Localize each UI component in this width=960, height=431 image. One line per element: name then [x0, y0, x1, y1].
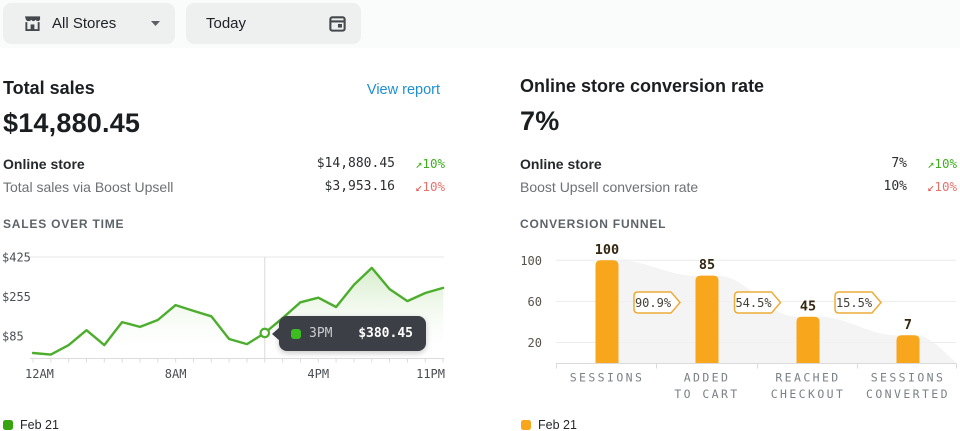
metric-change-up: ↗10%: [927, 156, 957, 171]
svg-text:11PM: 11PM: [416, 367, 445, 381]
date-selector-label: Today: [206, 15, 247, 32]
metric-row-boost-upsell: Boost Upsell conversion rate 10% ↙10%: [520, 175, 957, 198]
sales-metric-rows: Online store $14,880.45 ↗10% Total sales…: [3, 152, 445, 198]
topbar: All Stores Today: [0, 0, 960, 48]
conversion-metric-rows: Online store 7% ↗10% Boost Upsell conver…: [520, 152, 957, 198]
svg-text:85: 85: [699, 257, 715, 273]
metric-change-down: ↙10%: [415, 179, 445, 194]
svg-text:100: 100: [595, 243, 619, 258]
metric-row-boost-upsell: Total sales via Boost Upsell $3,953.16 ↙…: [3, 175, 445, 198]
tooltip-time: 3PM: [309, 326, 333, 341]
legend-label: Feb 21: [20, 418, 59, 431]
arrow-down-icon: ↙: [927, 180, 935, 194]
svg-text:60: 60: [528, 295, 542, 309]
funnel-legend: Feb 21: [521, 418, 577, 431]
metric-change-down: ↙10%: [927, 179, 957, 194]
metric-value: 7%: [891, 156, 907, 171]
metric-value: 10%: [883, 179, 907, 194]
metric-value: $3,953.16: [324, 179, 395, 194]
legend-label: Feb 21: [538, 418, 577, 431]
arrow-up-icon: ↗: [927, 157, 935, 171]
legend-swatch-green: [3, 420, 13, 430]
metric-label: Online store: [520, 155, 602, 172]
store-selector-label: All Stores: [52, 15, 117, 32]
arrow-up-icon: ↗: [415, 157, 423, 171]
svg-text:TO CART: TO CART: [674, 387, 739, 401]
svg-text:45: 45: [800, 298, 816, 314]
chart-tooltip: 3PM $380.45: [279, 316, 426, 351]
svg-text:100: 100: [520, 254, 542, 268]
svg-text:ADDED: ADDED: [684, 371, 731, 385]
store-selector[interactable]: All Stores: [3, 3, 175, 44]
svg-text:15.5%: 15.5%: [836, 296, 873, 310]
sales-panel-title: Total sales: [3, 78, 95, 98]
view-report-link[interactable]: View report: [366, 82, 440, 98]
svg-text:$85: $85: [2, 330, 24, 344]
storefront-icon: [23, 15, 42, 32]
tooltip-series-swatch: [291, 328, 301, 339]
sales-chart-title: SALES OVER TIME: [3, 217, 125, 231]
svg-text:90.9%: 90.9%: [635, 296, 672, 310]
metric-label: Total sales via Boost Upsell: [3, 178, 174, 195]
arrow-down-icon: ↙: [415, 180, 423, 194]
tooltip-value: $380.45: [358, 326, 413, 341]
svg-text:7: 7: [904, 317, 912, 333]
svg-text:54.5%: 54.5%: [735, 296, 772, 310]
svg-text:SESSIONS: SESSIONS: [871, 371, 946, 385]
metric-change-up: ↗10%: [415, 156, 445, 171]
conversion-funnel-chart[interactable]: 100 60 20 100 85 45 7 90.9% 54.5% 15.5% SESSIONS AD…: [510, 243, 960, 408]
metric-label: Online store: [3, 155, 85, 172]
sales-panel-header: Total sales View report: [3, 78, 440, 99]
metric-label: Boost Upsell conversion rate: [520, 178, 699, 195]
svg-text:4PM: 4PM: [307, 367, 329, 381]
calendar-icon: [328, 14, 347, 33]
sales-legend: Feb 21: [3, 418, 59, 431]
svg-text:20: 20: [528, 336, 542, 350]
conversion-rate-value: 7%: [520, 106, 560, 136]
conversion-panel-title: Online store conversion rate: [520, 76, 765, 96]
svg-text:SESSIONS: SESSIONS: [570, 371, 645, 385]
metric-row-online-store: Online store 7% ↗10%: [520, 152, 957, 175]
date-selector[interactable]: Today: [186, 3, 361, 44]
chevron-down-icon: [150, 20, 161, 27]
total-sales-value: $14,880.45: [3, 108, 141, 138]
svg-text:8AM: 8AM: [165, 367, 187, 381]
metric-value: $14,880.45: [316, 156, 395, 171]
svg-text:12AM: 12AM: [25, 367, 54, 381]
conversion-panel-header: Online store conversion rate: [520, 76, 957, 97]
svg-text:CHECKOUT: CHECKOUT: [771, 387, 846, 401]
svg-text:CONVERTED: CONVERTED: [866, 387, 950, 401]
svg-text:$255: $255: [2, 290, 31, 304]
svg-text:REACHED: REACHED: [775, 371, 840, 385]
funnel-chart-title: CONVERSION FUNNEL: [520, 217, 667, 231]
legend-swatch-orange: [521, 420, 531, 430]
metric-row-online-store: Online store $14,880.45 ↗10%: [3, 152, 445, 175]
svg-text:$425: $425: [2, 251, 31, 265]
